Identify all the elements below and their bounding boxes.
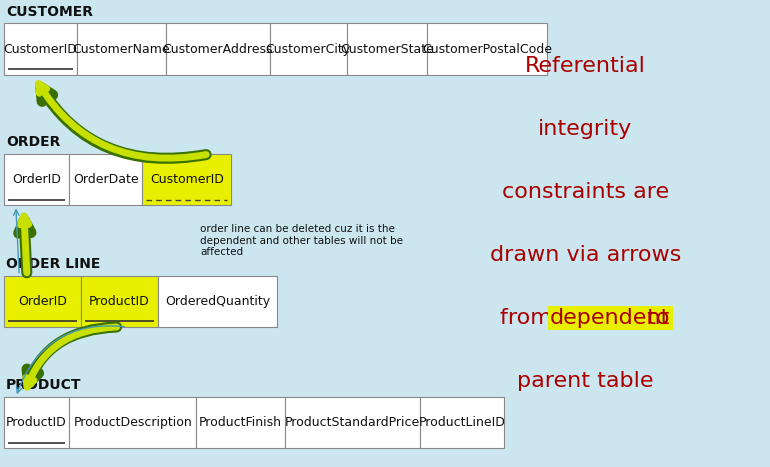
FancyBboxPatch shape	[142, 154, 231, 205]
FancyBboxPatch shape	[81, 276, 158, 327]
Text: ORDER LINE: ORDER LINE	[6, 257, 101, 271]
FancyBboxPatch shape	[77, 23, 166, 75]
Text: ProductFinish: ProductFinish	[199, 416, 282, 429]
FancyBboxPatch shape	[4, 397, 69, 448]
Text: to: to	[640, 308, 670, 328]
FancyBboxPatch shape	[4, 23, 77, 75]
Text: OrderDate: OrderDate	[73, 173, 139, 186]
Text: OrderID: OrderID	[18, 295, 67, 308]
Text: ProductDescription: ProductDescription	[73, 416, 192, 429]
Text: ProductID: ProductID	[89, 295, 149, 308]
FancyBboxPatch shape	[69, 397, 196, 448]
Text: CustomerName: CustomerName	[72, 42, 170, 56]
FancyBboxPatch shape	[4, 154, 69, 205]
Text: order line can be deleted cuz it is the
dependent and other tables will not be
a: order line can be deleted cuz it is the …	[200, 224, 403, 257]
Text: CustomerID: CustomerID	[150, 173, 223, 186]
Text: ProductLineID: ProductLineID	[419, 416, 505, 429]
Text: parent table: parent table	[517, 371, 654, 391]
Text: CustomerAddress: CustomerAddress	[162, 42, 273, 56]
FancyBboxPatch shape	[285, 397, 420, 448]
Text: CustomerState: CustomerState	[340, 42, 434, 56]
Text: constraints are: constraints are	[501, 182, 669, 202]
FancyBboxPatch shape	[4, 276, 81, 327]
Text: OrderID: OrderID	[12, 173, 61, 186]
Text: CustomerCity: CustomerCity	[266, 42, 350, 56]
FancyBboxPatch shape	[427, 23, 547, 75]
FancyBboxPatch shape	[346, 23, 427, 75]
FancyBboxPatch shape	[270, 23, 346, 75]
FancyBboxPatch shape	[158, 276, 277, 327]
Text: from: from	[500, 308, 559, 328]
FancyBboxPatch shape	[166, 23, 270, 75]
Text: Referential: Referential	[525, 56, 645, 76]
Text: ORDER: ORDER	[6, 135, 61, 149]
Text: OrderedQuantity: OrderedQuantity	[165, 295, 270, 308]
Text: drawn via arrows: drawn via arrows	[490, 245, 681, 265]
Text: CUSTOMER: CUSTOMER	[6, 5, 93, 19]
Text: ProductStandardPrice: ProductStandardPrice	[285, 416, 420, 429]
Text: PRODUCT: PRODUCT	[6, 378, 82, 392]
FancyBboxPatch shape	[420, 397, 504, 448]
Text: CustomerID: CustomerID	[4, 42, 77, 56]
Text: integrity: integrity	[538, 119, 632, 139]
FancyBboxPatch shape	[69, 154, 142, 205]
Text: dependent: dependent	[550, 308, 671, 328]
Text: CustomerPostalCode: CustomerPostalCode	[422, 42, 552, 56]
Text: ProductID: ProductID	[6, 416, 67, 429]
FancyBboxPatch shape	[196, 397, 285, 448]
